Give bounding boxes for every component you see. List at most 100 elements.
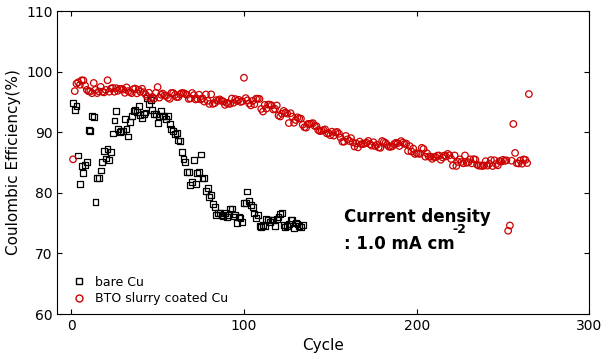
Point [134,87,143,93]
Point [127,113,137,118]
Point [475,163,485,168]
Point [201,92,211,97]
Point [125,89,135,95]
Point [139,111,149,117]
Point [236,215,246,221]
Point [237,98,247,104]
Point [431,154,441,160]
Point [140,109,150,115]
Point [171,94,181,100]
Point [153,120,162,126]
Point [213,210,223,216]
Point [294,223,304,229]
Point [310,123,320,129]
Point [173,137,183,143]
Point [109,118,119,123]
Point [498,157,508,163]
Point [443,151,452,157]
Point [168,128,178,134]
Point [185,182,195,188]
Point [282,223,292,229]
Point [356,141,366,147]
Point [481,158,491,164]
Point [286,110,295,116]
Point [337,139,347,145]
Point [148,107,157,113]
Point [364,138,373,144]
Point [208,101,218,107]
Point [165,121,174,127]
Point [298,222,308,228]
Point [323,130,333,136]
Point [458,160,468,166]
Point [320,126,330,132]
Point [381,140,390,146]
Point [177,149,187,155]
Point [77,163,86,169]
Y-axis label: Coulombic Efficiency(%): Coulombic Efficiency(%) [5,70,21,256]
Point [194,92,204,98]
Point [496,159,506,164]
Point [122,84,131,90]
Point [485,161,494,167]
Point [353,145,363,150]
Point [272,216,282,222]
Point [239,200,249,206]
Point [163,95,173,101]
Point [469,156,478,162]
Point [438,154,447,160]
Point [137,115,147,121]
Point [196,97,206,102]
Point [229,214,238,219]
Point [106,86,116,92]
Point [78,170,88,176]
Point [391,140,401,146]
Point [372,142,382,148]
Point [247,98,257,104]
Point [198,176,207,181]
Point [358,141,368,147]
Point [412,150,421,156]
Point [319,127,328,133]
Point [206,192,216,198]
Point [120,116,130,122]
Point [417,145,427,151]
Point [175,138,185,144]
Point [331,130,340,135]
Point [97,159,107,165]
Point [89,80,98,86]
Point [226,101,235,107]
Point [111,85,121,91]
Point [185,95,195,101]
Point [111,108,121,114]
Point [446,156,456,162]
Point [206,92,216,97]
Point [325,132,335,138]
Point [167,126,176,132]
Point [212,97,221,103]
Point [261,106,271,111]
Point [253,212,263,218]
Point [220,102,230,108]
Point [74,79,83,85]
Point [434,153,444,158]
Point [191,97,201,102]
Point [270,106,280,112]
Point [251,96,261,102]
Point [334,131,344,137]
Point [377,138,387,144]
Point [345,138,354,144]
Point [182,92,192,98]
Point [303,121,313,127]
Point [270,223,280,229]
Point [123,88,133,94]
Point [315,128,325,134]
Point [284,120,294,126]
Point [122,126,131,132]
Point [75,181,85,187]
Point [424,154,434,159]
Point [150,111,159,117]
Point [305,121,314,127]
Point [280,110,290,116]
Point [113,126,123,132]
